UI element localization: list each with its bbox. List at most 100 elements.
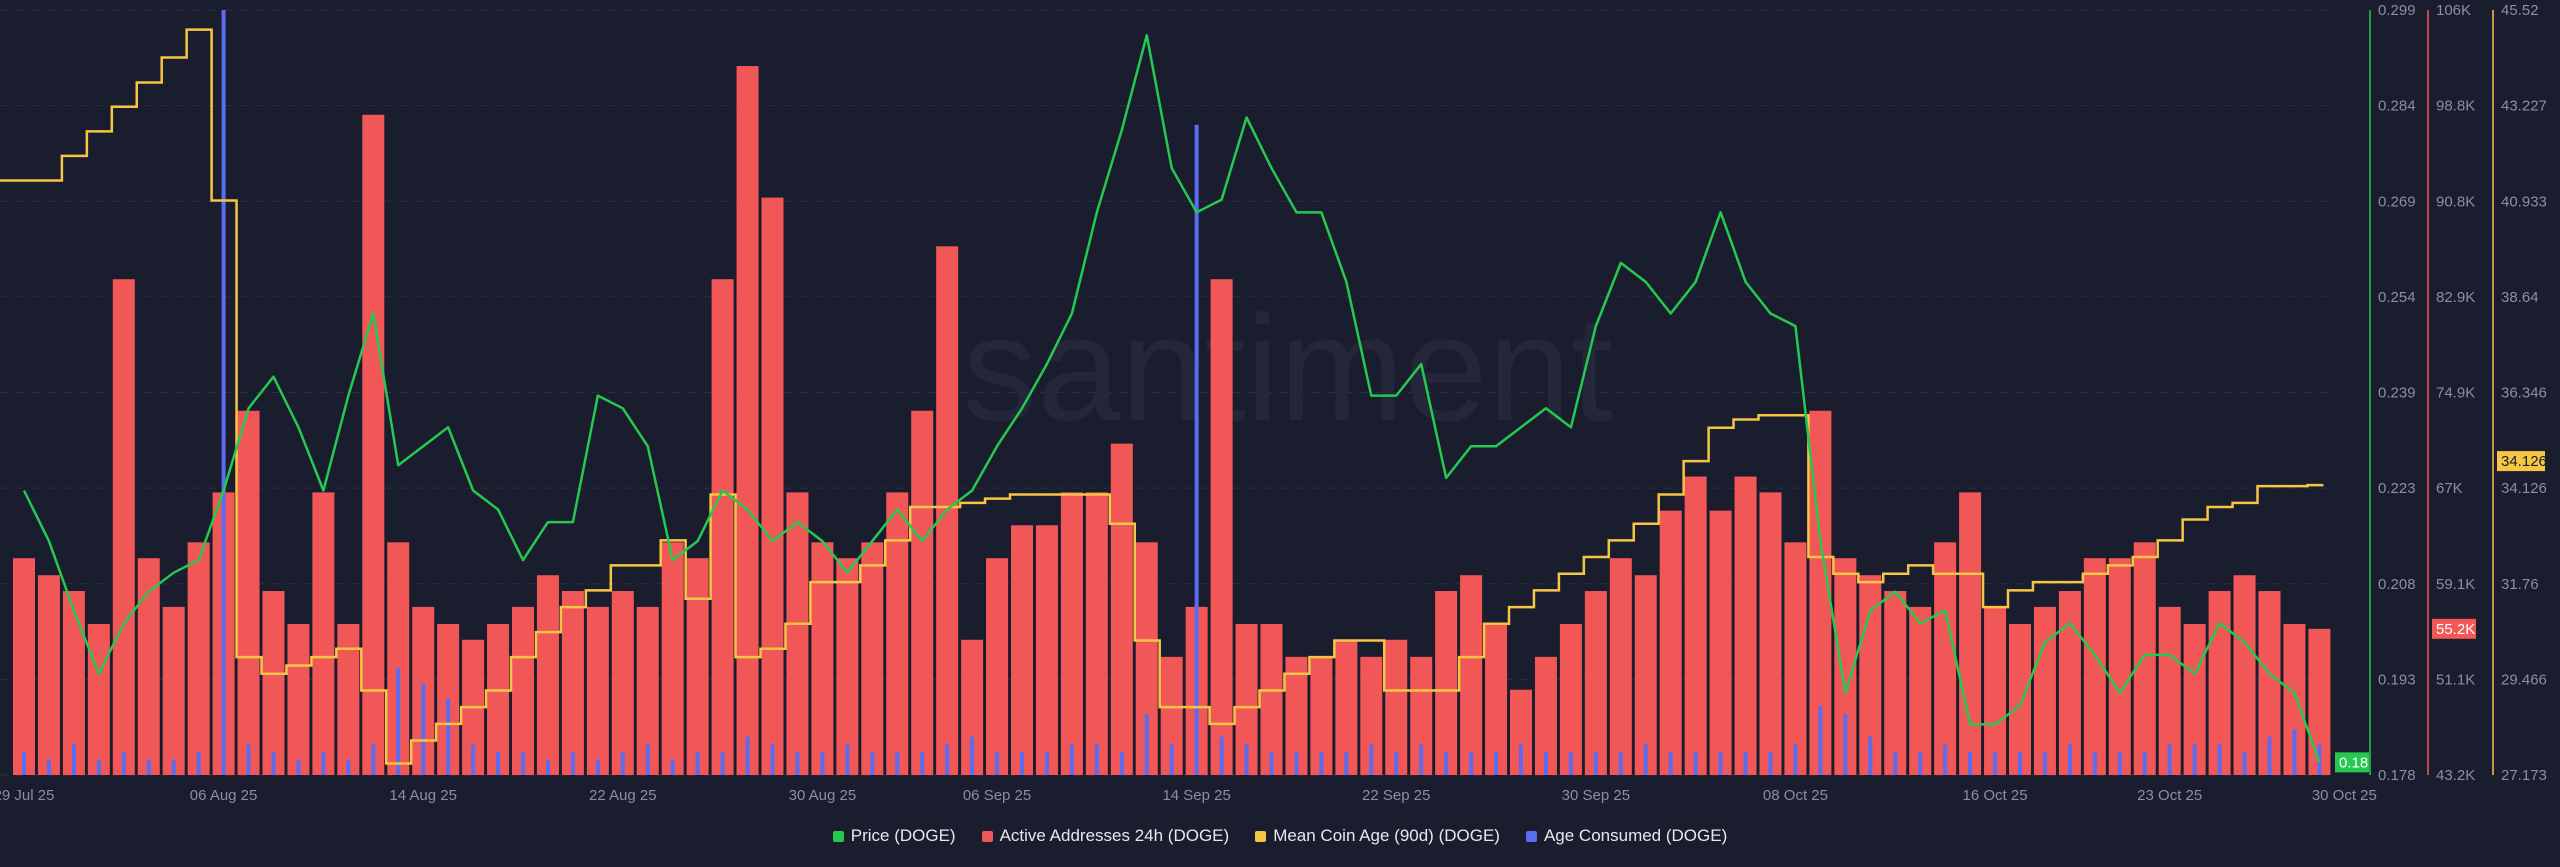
age-consumed-bar bbox=[595, 759, 600, 775]
x-tick-label: 29 Jul 25 bbox=[0, 787, 54, 804]
active-addresses-bar bbox=[786, 492, 809, 775]
age-consumed-bar bbox=[1094, 744, 1099, 775]
active-addresses-bar bbox=[1884, 591, 1907, 775]
age-consumed-bar bbox=[1543, 752, 1548, 775]
age-consumed-bar bbox=[1194, 124, 1199, 775]
last-value-badge bbox=[2497, 451, 2545, 472]
age-consumed-bar bbox=[146, 759, 151, 775]
age-consumed-bar bbox=[695, 752, 700, 775]
active-addresses-bar bbox=[1410, 656, 1433, 775]
active-addresses-bar bbox=[37, 575, 60, 775]
age-consumed-bar bbox=[795, 752, 800, 775]
active-addresses-bar bbox=[337, 623, 360, 775]
active-addresses-bar bbox=[2058, 591, 2081, 775]
age-consumed-bar bbox=[1469, 752, 1474, 775]
last-value-label: 0.18 bbox=[2339, 754, 2368, 771]
active-addresses-bar bbox=[13, 558, 35, 775]
age-consumed-bar bbox=[1244, 744, 1249, 775]
y-tick-label: 31.76 bbox=[2501, 576, 2539, 593]
active-addresses-bar bbox=[1085, 492, 1108, 775]
active-addresses-bar bbox=[312, 492, 335, 775]
active-addresses-bar bbox=[1260, 623, 1283, 775]
active-addresses-bar bbox=[287, 623, 310, 775]
active-addresses-bar bbox=[1510, 689, 1532, 775]
age-consumed-bar bbox=[171, 759, 176, 775]
active-addresses-swatch bbox=[981, 830, 993, 842]
active-addresses-bar bbox=[1934, 542, 1957, 775]
x-tick-label: 06 Aug 25 bbox=[190, 787, 258, 804]
age-consumed-bar bbox=[1494, 752, 1499, 775]
age-consumed-bar bbox=[1069, 744, 1074, 775]
age-consumed-bar bbox=[1718, 752, 1723, 775]
legend-label: Price (DOGE) bbox=[850, 826, 956, 845]
y-tick-label: 0.284 bbox=[2378, 98, 2416, 115]
age-consumed-bar bbox=[720, 752, 725, 775]
legend-item-age-consumed[interactable]: Age Consumed (DOGE) bbox=[1525, 826, 1727, 846]
age-consumed-bar bbox=[2192, 744, 2197, 775]
active-addresses-bar bbox=[1060, 492, 1083, 775]
active-addresses-bar bbox=[512, 606, 534, 775]
age-consumed-bar bbox=[1144, 713, 1149, 775]
active-addresses-bar bbox=[1534, 656, 1557, 775]
age-consumed-bar bbox=[296, 759, 301, 775]
age-consumed-bar bbox=[745, 736, 750, 775]
y-tick-label: 74.9K bbox=[2436, 385, 2475, 402]
x-tick-label: 16 Oct 25 bbox=[1963, 787, 2028, 804]
x-tick-label: 30 Aug 25 bbox=[789, 787, 857, 804]
active-addresses-bar bbox=[961, 639, 984, 775]
active-addresses-bar bbox=[586, 606, 609, 775]
active-addresses-bar bbox=[487, 623, 510, 775]
age-consumed-bar bbox=[1918, 752, 1923, 775]
age-consumed-bar bbox=[845, 744, 850, 775]
legend-item-mean-coin-age[interactable]: Mean Coin Age (90d) (DOGE) bbox=[1255, 826, 1500, 846]
active-addresses-bar bbox=[1709, 510, 1732, 775]
active-addresses-bar bbox=[1335, 639, 1358, 775]
x-tick-label: 14 Sep 25 bbox=[1162, 787, 1230, 804]
age-consumed-bar bbox=[970, 736, 975, 775]
age-consumed-bar bbox=[46, 759, 51, 775]
active-addresses-bar bbox=[2108, 558, 2131, 775]
active-addresses-bar bbox=[187, 542, 210, 775]
y-tick-label: 27.173 bbox=[2501, 767, 2547, 784]
age-consumed-bar bbox=[1369, 744, 1374, 775]
active-addresses-bar bbox=[87, 623, 110, 775]
active-addresses-bar bbox=[2283, 623, 2306, 775]
active-addresses-bar bbox=[1834, 558, 1857, 775]
active-addresses-bar bbox=[1759, 492, 1782, 775]
legend-item-price[interactable]: Price (DOGE) bbox=[832, 826, 956, 846]
active-addresses-bar bbox=[1634, 575, 1657, 775]
y-tick-label: 38.64 bbox=[2501, 289, 2539, 306]
age-consumed-bar bbox=[1294, 752, 1299, 775]
active-addresses-bar bbox=[711, 279, 734, 775]
age-consumed-bar bbox=[1020, 752, 1024, 775]
active-addresses-bar bbox=[836, 558, 859, 775]
age-consumed-bar bbox=[1593, 752, 1598, 775]
active-addresses-bar bbox=[1385, 639, 1408, 775]
age-consumed-bar bbox=[1618, 752, 1623, 775]
y-tick-label: 98.8K bbox=[2436, 98, 2475, 115]
age-consumed-bar bbox=[620, 752, 625, 775]
x-tick-label: 22 Aug 25 bbox=[589, 787, 657, 804]
active-addresses-bar bbox=[162, 606, 185, 775]
y-tick-label: 40.933 bbox=[2501, 193, 2547, 210]
legend-item-active-addresses[interactable]: Active Addresses 24h (DOGE) bbox=[981, 826, 1229, 846]
age-consumed-bar bbox=[246, 744, 251, 775]
active-addresses-bar bbox=[1035, 525, 1058, 775]
watermark: santiment bbox=[962, 284, 1612, 452]
age-consumed-bar bbox=[1843, 713, 1848, 775]
age-consumed-bar bbox=[670, 759, 675, 775]
y-tick-label: 29.466 bbox=[2501, 671, 2547, 688]
age-consumed-bar bbox=[1169, 744, 1174, 775]
age-consumed-bar bbox=[1444, 752, 1449, 775]
active-addresses-bar bbox=[561, 591, 584, 775]
active-addresses-bar bbox=[736, 66, 759, 775]
active-addresses-bar bbox=[1959, 492, 1982, 775]
active-addresses-bar bbox=[1609, 558, 1632, 775]
active-addresses-bar bbox=[2258, 591, 2281, 775]
age-consumed-bar bbox=[421, 683, 426, 775]
age-consumed-bar bbox=[346, 759, 351, 775]
active-addresses-bar bbox=[686, 558, 709, 775]
age-consumed-bar bbox=[321, 752, 326, 775]
active-addresses-bar bbox=[811, 542, 834, 775]
